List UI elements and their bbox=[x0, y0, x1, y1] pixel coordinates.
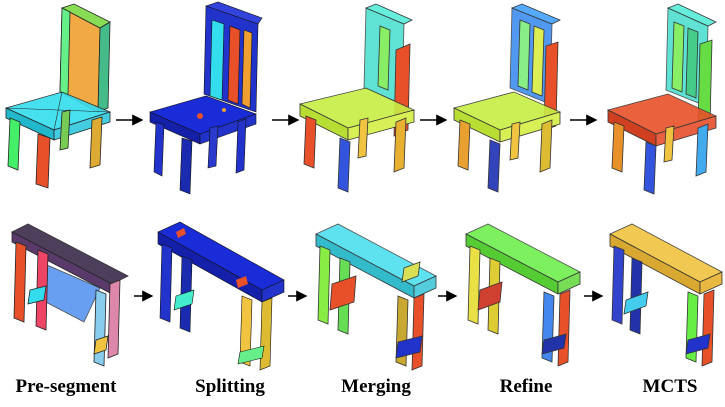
table-pre-segment bbox=[11, 223, 129, 367]
label-refine: Refine bbox=[499, 376, 553, 397]
chair-splitting bbox=[149, 1, 263, 195]
table-splitting bbox=[157, 221, 285, 371]
table-mcts bbox=[609, 223, 723, 367]
label-mcts: MCTS bbox=[642, 376, 698, 397]
label-merging: Merging bbox=[341, 376, 411, 397]
chair-mcts bbox=[606, 3, 718, 195]
label-splitting: Splitting bbox=[195, 376, 265, 397]
label-pre-segment: Pre-segment bbox=[15, 376, 117, 397]
chair-refine bbox=[452, 3, 562, 193]
chair-pre-segment bbox=[4, 3, 112, 189]
chair-merging bbox=[298, 3, 416, 193]
table-merging bbox=[315, 223, 437, 371]
table-refine bbox=[465, 223, 581, 367]
